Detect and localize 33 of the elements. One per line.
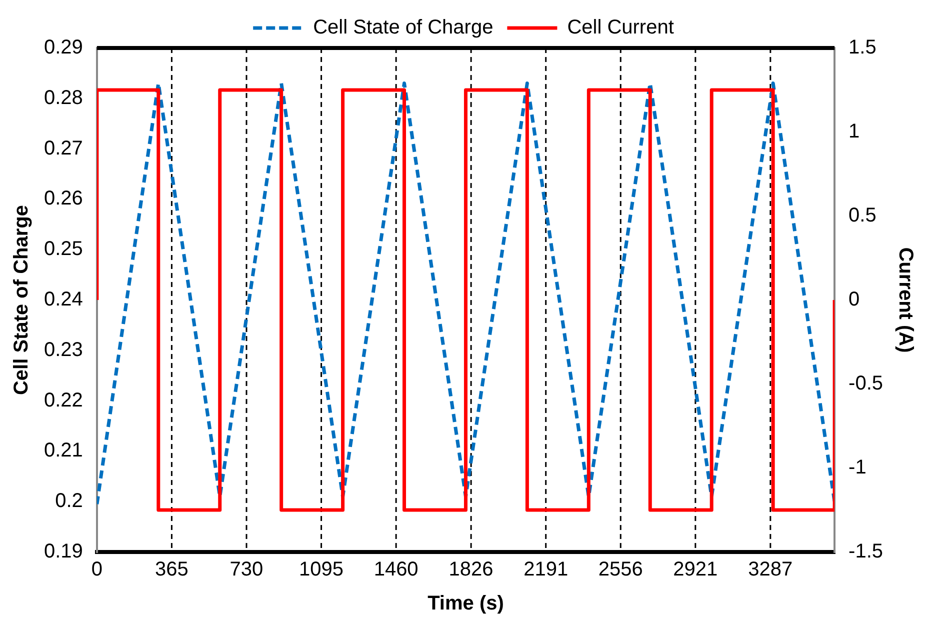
y2-axis-title: Current (A) bbox=[894, 247, 916, 353]
y-tick-label: 0.29 bbox=[44, 36, 83, 59]
y-tick-label: 0.25 bbox=[44, 238, 83, 260]
y-axis-title: Cell State of Charge bbox=[10, 204, 33, 396]
y-tick-label: 0.23 bbox=[44, 338, 83, 361]
y-tick-label: 0.2 bbox=[55, 490, 83, 512]
y-tick-label: 0.28 bbox=[44, 86, 83, 109]
y2-tick-label: 1.5 bbox=[848, 36, 876, 59]
y2-tick-label: -1 bbox=[848, 456, 866, 479]
x-axis-title: Time (s) bbox=[428, 592, 504, 615]
legend-label: Cell State of Charge bbox=[313, 16, 494, 39]
x-tick-label: 2556 bbox=[598, 558, 643, 581]
y-tick-label: 0.22 bbox=[44, 389, 83, 412]
y2-tick-label: -0.5 bbox=[848, 372, 884, 395]
x-tick-label: 1826 bbox=[448, 558, 494, 581]
y-tick-label: 0.26 bbox=[44, 188, 83, 210]
legend-label: Cell Current bbox=[567, 16, 674, 39]
x-tick-label: 0 bbox=[91, 558, 102, 581]
y2-tick-label: 0 bbox=[848, 288, 860, 311]
y2-tick-label: 0.5 bbox=[848, 204, 876, 227]
y-tick-label: 0.27 bbox=[44, 137, 83, 160]
y2-tick-label: 1 bbox=[848, 120, 860, 143]
y-tick-label: 0.21 bbox=[44, 440, 83, 462]
x-tick-label: 1460 bbox=[374, 558, 418, 581]
x-tick-label: 3287 bbox=[748, 558, 793, 581]
x-tick-label: 2921 bbox=[673, 558, 718, 581]
y2-tick-label: -1.5 bbox=[848, 540, 884, 563]
x-tick-label: 365 bbox=[155, 558, 188, 581]
x-tick-label: 730 bbox=[230, 558, 264, 581]
y-tick-label: 0.19 bbox=[44, 540, 83, 563]
x-tick-label: 1095 bbox=[299, 558, 344, 581]
x-tick-label: 2191 bbox=[524, 558, 568, 581]
y-tick-label: 0.24 bbox=[44, 288, 83, 311]
